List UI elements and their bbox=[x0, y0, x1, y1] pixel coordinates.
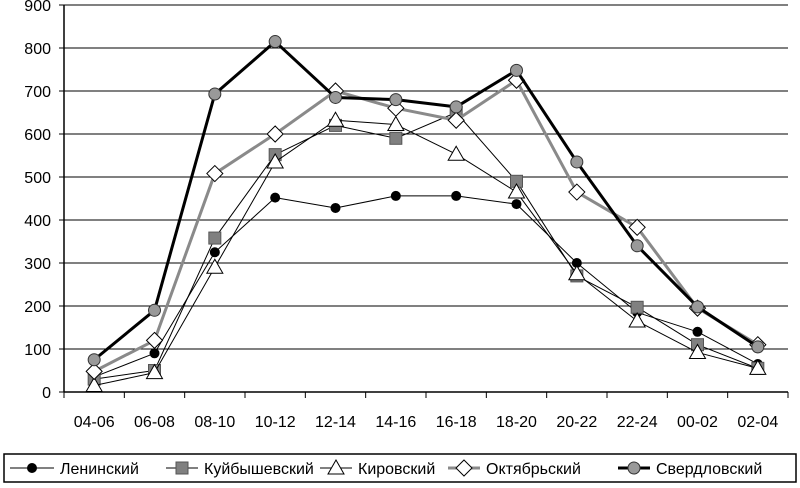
legend-label-3: Октябрьский bbox=[486, 461, 581, 478]
data-point-3-0 bbox=[85, 362, 103, 381]
y-tick-label: 600 bbox=[24, 127, 51, 144]
legend-marker-4 bbox=[627, 461, 641, 475]
series-line-3 bbox=[93, 78, 759, 373]
data-point-0-6 bbox=[451, 190, 462, 201]
data-point-2-0 bbox=[85, 376, 104, 393]
x-tick-label: 16-18 bbox=[436, 414, 477, 431]
data-point-0-1 bbox=[149, 348, 160, 359]
x-tick-label: 02-04 bbox=[737, 414, 778, 431]
data-point-2-1 bbox=[145, 363, 164, 380]
y-tick-label: 500 bbox=[24, 170, 51, 187]
y-tick-label: 200 bbox=[24, 299, 51, 316]
legend-label-2: Кировский bbox=[358, 461, 435, 478]
series-line-0 bbox=[93, 195, 759, 378]
data-point-4-10 bbox=[691, 300, 704, 314]
data-point-4-3 bbox=[268, 35, 282, 49]
data-point-4-2 bbox=[208, 87, 222, 101]
legend-entry-3: Октябрьский bbox=[448, 459, 581, 478]
axes bbox=[63, 5, 788, 393]
y-tick-label: 700 bbox=[24, 84, 51, 101]
data-point-4-6 bbox=[449, 100, 463, 114]
data-point-0-4 bbox=[330, 202, 341, 213]
data-point-2-4 bbox=[326, 111, 345, 127]
y-tick-label: 400 bbox=[24, 213, 51, 230]
data-point-2-6 bbox=[447, 145, 466, 161]
legend-entry-0: Ленинский bbox=[10, 461, 139, 478]
y-tick-label: 0 bbox=[42, 385, 51, 402]
x-tick-label: 18-20 bbox=[496, 414, 537, 431]
x-tick-label: 08-10 bbox=[194, 414, 235, 431]
data-point-2-7 bbox=[507, 183, 526, 199]
series-4 bbox=[87, 35, 765, 367]
data-point-1-9 bbox=[630, 300, 644, 314]
grid-lines bbox=[59, 4, 789, 398]
legend-label-1: Куйбышевский bbox=[204, 461, 314, 478]
x-tick-label: 14-16 bbox=[375, 414, 416, 431]
data-point-2-8 bbox=[567, 264, 586, 281]
series-line-1 bbox=[94, 112, 759, 380]
data-point-3-9 bbox=[628, 218, 646, 237]
y-tick-label: 800 bbox=[24, 41, 51, 58]
legend-marker-1 bbox=[175, 461, 189, 475]
data-point-3-1 bbox=[145, 331, 164, 350]
data-point-2-5 bbox=[386, 115, 405, 132]
x-tick-label: 12-14 bbox=[315, 414, 356, 431]
data-point-0-5 bbox=[390, 190, 401, 201]
data-point-0-10 bbox=[692, 326, 703, 337]
data-point-1-5 bbox=[389, 131, 403, 145]
data-point-3-2 bbox=[206, 164, 224, 183]
series-line-2 bbox=[94, 119, 758, 387]
data-point-4-1 bbox=[148, 303, 161, 317]
data-point-4-8 bbox=[570, 155, 584, 169]
y-tick-label: 300 bbox=[24, 256, 51, 273]
data-point-2-2 bbox=[205, 258, 224, 274]
data-point-4-11 bbox=[751, 340, 765, 354]
x-tick-label: 22-24 bbox=[617, 414, 658, 431]
y-tick-labels: 0 100 200 300 400 500 600 700 800 900 bbox=[24, 0, 51, 402]
legend-box bbox=[3, 453, 797, 483]
data-point-2-3 bbox=[266, 152, 285, 169]
data-point-3-3 bbox=[266, 125, 284, 143]
data-point-1-2 bbox=[208, 231, 222, 245]
legend-label-4: Свердловский bbox=[656, 461, 762, 478]
legend-entry-2: Кировский bbox=[320, 458, 435, 478]
data-point-4-7 bbox=[510, 63, 523, 77]
data-point-3-6 bbox=[447, 111, 465, 129]
y-tick-label: 900 bbox=[24, 0, 51, 15]
data-point-2-9 bbox=[628, 312, 647, 328]
data-point-2-10 bbox=[688, 343, 707, 359]
y-tick-label: 100 bbox=[24, 342, 51, 359]
legend: Ленинский Куйбышевский Кировский Октябрьски… bbox=[3, 453, 797, 483]
data-point-4-5 bbox=[389, 93, 403, 107]
series-3 bbox=[85, 71, 767, 381]
x-tick-label: 20-22 bbox=[556, 414, 597, 431]
data-point-0-3 bbox=[270, 192, 281, 203]
data-point-4-4 bbox=[329, 90, 342, 104]
x-tick-label: 04-06 bbox=[74, 414, 115, 431]
series-2 bbox=[85, 111, 767, 393]
x-tick-label: 06-08 bbox=[134, 414, 175, 431]
x-tick-labels: 04-06 06-08 08-10 10-12 12-14 14-16 16-18 18-20… bbox=[74, 414, 779, 431]
legend-entry-4: Свердловский bbox=[618, 461, 762, 478]
series-line-4 bbox=[93, 40, 759, 361]
data-point-4-0 bbox=[87, 353, 101, 367]
legend-entry-1: Куйбышевский bbox=[166, 461, 314, 478]
legend-marker-2 bbox=[327, 458, 345, 475]
data-point-3-8 bbox=[568, 183, 586, 201]
data-point-2-11 bbox=[748, 359, 767, 375]
data-point-0-7 bbox=[511, 199, 522, 210]
legend-marker-0 bbox=[27, 463, 37, 473]
legend-label-0: Ленинский bbox=[60, 461, 139, 478]
series-layer bbox=[85, 35, 767, 393]
data-point-0-2 bbox=[209, 247, 220, 258]
legend-marker-3 bbox=[455, 459, 473, 477]
data-point-4-9 bbox=[630, 239, 644, 253]
x-tick-label: 00-02 bbox=[677, 414, 718, 431]
x-tick-label: 10-12 bbox=[255, 414, 296, 431]
